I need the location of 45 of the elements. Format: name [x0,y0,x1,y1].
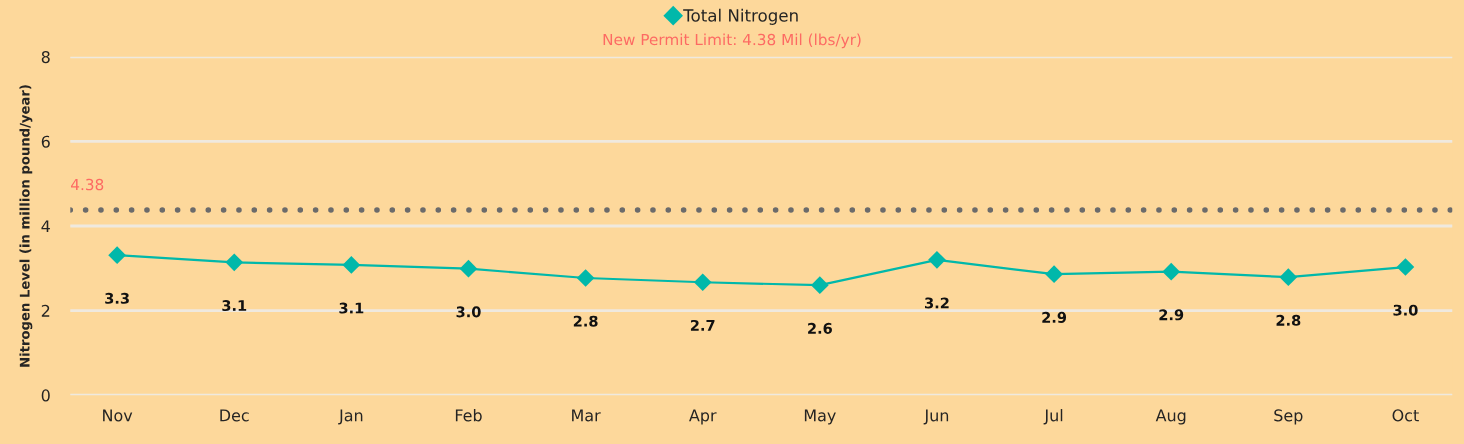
ref-line-label: 4.38 [71,178,104,191]
point [1279,268,1298,287]
y-tick-label: 0 [41,389,50,402]
x-tick-label: Aug [1155,409,1186,425]
data-label: 2.8 [1276,314,1301,326]
point [928,250,946,269]
data-label: 3.0 [1393,304,1418,316]
x-tick-label: Jan [338,409,363,425]
legend-label: Total Nitrogen [683,8,798,25]
point [225,253,244,272]
x-tick-label: Sep [1274,409,1303,425]
point [108,246,126,265]
y-tick-label: 4 [41,220,50,233]
x-tick-label: Dec [220,409,249,422]
y-tick-label: 6 [41,135,50,148]
data-label: 2.9 [1159,309,1184,321]
x-tick-label: Jul [1043,409,1063,425]
point [1045,265,1063,284]
y-tick-label: 2 [41,304,50,317]
x-tick-label: Oct [1392,409,1419,422]
x-tick-label: Apr [689,409,717,425]
point [342,256,361,274]
x-tick-label: Feb [455,409,482,422]
data-label: 2.6 [808,322,832,334]
x-tick-label: May [804,409,836,425]
data-label: 2.9 [1042,311,1067,323]
x-tick-label: Nov [103,409,133,422]
point [576,269,595,287]
point [459,259,478,278]
y-tick-label: 8 [41,51,50,64]
point [693,273,712,292]
point [811,276,829,295]
data-label: 3.1 [222,300,247,312]
data-label: 2.8 [573,315,598,327]
data-label: 3.1 [339,302,364,314]
data-label: 3.0 [456,306,481,318]
y-axis-title: Nitrogen Level (in million pound/year) [19,85,33,367]
point [1396,258,1415,276]
x-tick-label: Mar [572,409,601,422]
chart-title: New Permit Limit: 4.38 Mil (lbs/yr) [603,33,861,49]
data-label: 3.2 [925,297,949,309]
data-label: 3.3 [105,292,129,304]
x-tick-label: Jun [923,409,949,425]
point [1162,262,1181,281]
data-label: 2.7 [690,319,715,331]
